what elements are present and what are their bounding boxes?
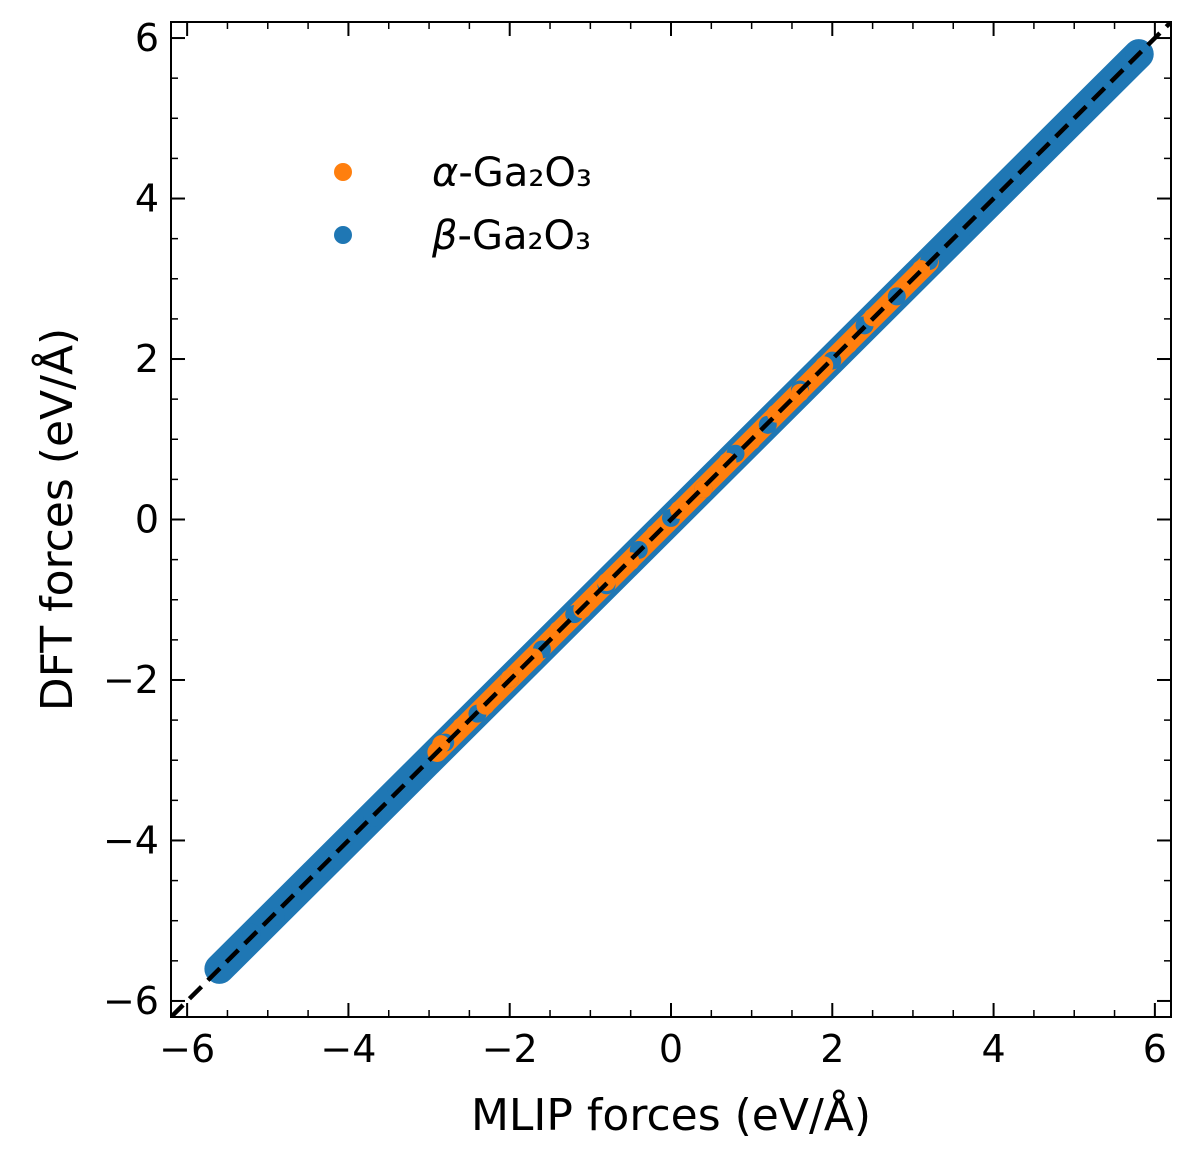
x-tick-label: −2	[482, 1027, 538, 1071]
legend: α-Ga₂O₃ β-Ga₂O₃	[334, 150, 592, 259]
y-tick-label: 4	[135, 177, 159, 221]
reference-line-y-equals-x	[171, 22, 1171, 1017]
y-tick-label: 6	[135, 16, 159, 60]
point-beta	[266, 907, 285, 926]
legend-symbol-alpha: α	[432, 150, 458, 196]
legend-marker-alpha	[334, 163, 352, 181]
legend-label-beta: β-Ga₂O₃	[431, 213, 591, 259]
legend-marker-beta	[334, 226, 352, 244]
point-alpha	[432, 735, 451, 754]
y-tick-label: 2	[135, 337, 159, 381]
point-beta	[291, 875, 310, 894]
point-beta	[242, 923, 261, 942]
legend-label-alpha: α-Ga₂O₃	[432, 150, 592, 196]
point-beta	[339, 827, 358, 846]
y-tick-label: −2	[103, 658, 159, 702]
legend-symbol-beta: β	[431, 213, 458, 259]
y-tick-label: −4	[103, 818, 159, 862]
point-beta	[315, 859, 334, 878]
x-tick-label: 2	[820, 1027, 844, 1071]
x-tick-label: 0	[659, 1027, 683, 1071]
legend-formula-alpha: -Ga₂O₃	[458, 150, 592, 196]
legend-formula-beta: -Ga₂O₃	[458, 213, 592, 259]
reference-line-layer	[171, 22, 1171, 1017]
x-tick-label: −6	[159, 1027, 215, 1071]
point-beta	[214, 951, 233, 970]
x-tick-label: 4	[981, 1027, 1005, 1071]
y-tick-label: 0	[135, 498, 159, 542]
axis-ticks: −6 −4 −2 0 2 4 6 −6 −4 −2 0 2 4 6	[103, 16, 1171, 1071]
x-tick-label: −4	[320, 1027, 376, 1071]
y-tick-label: −6	[103, 979, 159, 1023]
x-tick-label: 6	[1143, 1027, 1167, 1071]
x-axis-label: MLIP forces (eV/Å)	[471, 1088, 871, 1141]
y-axis-label: DFT forces (eV/Å)	[30, 328, 83, 711]
